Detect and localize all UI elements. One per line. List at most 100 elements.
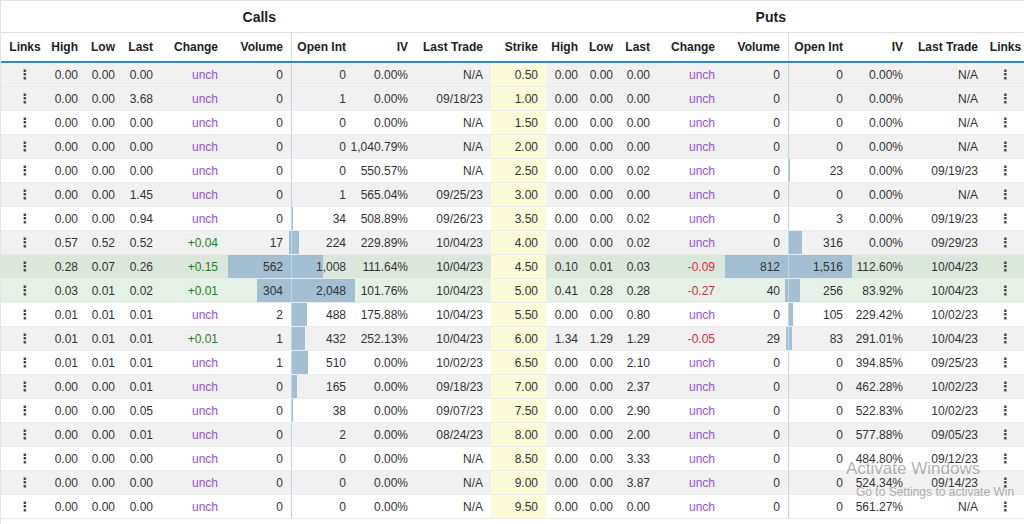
puts-links-menu[interactable]: ⋮: [986, 87, 1024, 110]
puts-high-header[interactable]: High: [546, 33, 586, 61]
kebab-menu-icon[interactable]: ⋮: [19, 260, 32, 273]
puts-last-trade-header[interactable]: Last Trade: [911, 33, 986, 61]
puts-links-menu[interactable]: ⋮: [986, 351, 1024, 374]
kebab-menu-icon[interactable]: ⋮: [19, 116, 32, 129]
calls-last-cell: 0.01: [123, 327, 161, 350]
kebab-menu-icon[interactable]: ⋮: [999, 500, 1012, 513]
puts-volume-header[interactable]: Volume: [723, 33, 788, 61]
puts-links-menu[interactable]: ⋮: [986, 327, 1024, 350]
calls-links-menu[interactable]: ⋮: [1, 423, 49, 446]
calls-change-cell: unch: [161, 135, 226, 158]
calls-links-menu[interactable]: ⋮: [1, 87, 49, 110]
calls-volume-header[interactable]: Volume: [226, 33, 291, 61]
puts-links-menu[interactable]: ⋮: [986, 303, 1024, 326]
puts-links-menu[interactable]: ⋮: [986, 255, 1024, 278]
puts-links-menu[interactable]: ⋮: [986, 447, 1024, 470]
puts-links-menu[interactable]: ⋮: [986, 495, 1024, 518]
kebab-menu-icon[interactable]: ⋮: [999, 380, 1012, 393]
kebab-menu-icon[interactable]: ⋮: [999, 404, 1012, 417]
kebab-menu-icon[interactable]: ⋮: [999, 68, 1012, 81]
calls-last-trade-header[interactable]: Last Trade: [416, 33, 491, 61]
kebab-menu-icon[interactable]: ⋮: [19, 284, 32, 297]
calls-links-menu[interactable]: ⋮: [1, 327, 49, 350]
calls-links-menu[interactable]: ⋮: [1, 207, 49, 230]
calls-last-header[interactable]: Last: [123, 33, 161, 61]
calls-links-menu[interactable]: ⋮: [1, 351, 49, 374]
kebab-menu-icon[interactable]: ⋮: [999, 452, 1012, 465]
kebab-menu-icon[interactable]: ⋮: [999, 164, 1012, 177]
calls-links-menu[interactable]: ⋮: [1, 111, 49, 134]
kebab-menu-icon[interactable]: ⋮: [999, 308, 1012, 321]
kebab-menu-icon[interactable]: ⋮: [999, 356, 1012, 369]
kebab-menu-icon[interactable]: ⋮: [999, 476, 1012, 489]
puts-links-menu[interactable]: ⋮: [986, 423, 1024, 446]
kebab-menu-icon[interactable]: ⋮: [19, 332, 32, 345]
kebab-menu-icon[interactable]: ⋮: [999, 188, 1012, 201]
puts-links-menu[interactable]: ⋮: [986, 183, 1024, 206]
calls-links-menu[interactable]: ⋮: [1, 447, 49, 470]
kebab-menu-icon[interactable]: ⋮: [999, 140, 1012, 153]
calls-links-menu[interactable]: ⋮: [1, 471, 49, 494]
kebab-menu-icon[interactable]: ⋮: [19, 476, 32, 489]
puts-low-header[interactable]: Low: [586, 33, 621, 61]
kebab-menu-icon[interactable]: ⋮: [19, 308, 32, 321]
puts-links-menu[interactable]: ⋮: [986, 231, 1024, 254]
calls-volume-cell-value: 0: [276, 404, 283, 418]
puts-links-menu[interactable]: ⋮: [986, 135, 1024, 158]
calls-links-menu[interactable]: ⋮: [1, 303, 49, 326]
puts-iv-header[interactable]: IV: [851, 33, 911, 61]
calls-links-menu[interactable]: ⋮: [1, 183, 49, 206]
kebab-menu-icon[interactable]: ⋮: [999, 212, 1012, 225]
calls-links-menu[interactable]: ⋮: [1, 255, 49, 278]
puts-last-header[interactable]: Last: [621, 33, 658, 61]
kebab-menu-icon[interactable]: ⋮: [19, 452, 32, 465]
puts-low-cell-value: 0.00: [590, 68, 613, 82]
strike-header[interactable]: Strike: [491, 33, 546, 61]
kebab-menu-icon[interactable]: ⋮: [999, 92, 1012, 105]
calls-low-header[interactable]: Low: [86, 33, 123, 61]
kebab-menu-icon[interactable]: ⋮: [19, 404, 32, 417]
kebab-menu-icon[interactable]: ⋮: [19, 212, 32, 225]
calls-high-header[interactable]: High: [49, 33, 86, 61]
kebab-menu-icon[interactable]: ⋮: [19, 92, 32, 105]
puts-links-menu[interactable]: ⋮: [986, 63, 1024, 86]
puts-links-menu[interactable]: ⋮: [986, 279, 1024, 302]
kebab-menu-icon[interactable]: ⋮: [19, 356, 32, 369]
puts-links-menu[interactable]: ⋮: [986, 471, 1024, 494]
calls-links-menu[interactable]: ⋮: [1, 375, 49, 398]
calls-links-menu[interactable]: ⋮: [1, 399, 49, 422]
kebab-menu-icon[interactable]: ⋮: [19, 380, 32, 393]
puts-links-menu[interactable]: ⋮: [986, 375, 1024, 398]
calls-change-header[interactable]: Change: [161, 33, 226, 61]
kebab-menu-icon[interactable]: ⋮: [999, 260, 1012, 273]
calls-links-menu[interactable]: ⋮: [1, 135, 49, 158]
calls-iv-cell-value: 0.00%: [374, 452, 408, 466]
kebab-menu-icon[interactable]: ⋮: [999, 116, 1012, 129]
calls-links-menu[interactable]: ⋮: [1, 495, 49, 518]
kebab-menu-icon[interactable]: ⋮: [19, 188, 32, 201]
kebab-menu-icon[interactable]: ⋮: [19, 428, 32, 441]
kebab-menu-icon[interactable]: ⋮: [999, 284, 1012, 297]
kebab-menu-icon[interactable]: ⋮: [19, 140, 32, 153]
puts-links-menu[interactable]: ⋮: [986, 399, 1024, 422]
puts-links-menu[interactable]: ⋮: [986, 111, 1024, 134]
puts-open-int-header[interactable]: Open Int: [788, 33, 851, 61]
puts-high-cell: 0.10: [546, 255, 586, 278]
kebab-menu-icon[interactable]: ⋮: [19, 236, 32, 249]
kebab-menu-icon[interactable]: ⋮: [19, 164, 32, 177]
calls-links-menu[interactable]: ⋮: [1, 231, 49, 254]
puts-links-menu[interactable]: ⋮: [986, 159, 1024, 182]
calls-iv-header[interactable]: IV: [354, 33, 416, 61]
calls-links-menu[interactable]: ⋮: [1, 279, 49, 302]
calls-open-int-header[interactable]: Open Int: [291, 33, 354, 61]
kebab-menu-icon[interactable]: ⋮: [999, 332, 1012, 345]
kebab-menu-icon[interactable]: ⋮: [999, 236, 1012, 249]
puts-change-header[interactable]: Change: [658, 33, 723, 61]
calls-last-cell-value: 0.00: [130, 500, 153, 514]
kebab-menu-icon[interactable]: ⋮: [19, 500, 32, 513]
calls-links-menu[interactable]: ⋮: [1, 63, 49, 86]
kebab-menu-icon[interactable]: ⋮: [999, 428, 1012, 441]
kebab-menu-icon[interactable]: ⋮: [19, 68, 32, 81]
calls-links-menu[interactable]: ⋮: [1, 159, 49, 182]
puts-links-menu[interactable]: ⋮: [986, 207, 1024, 230]
